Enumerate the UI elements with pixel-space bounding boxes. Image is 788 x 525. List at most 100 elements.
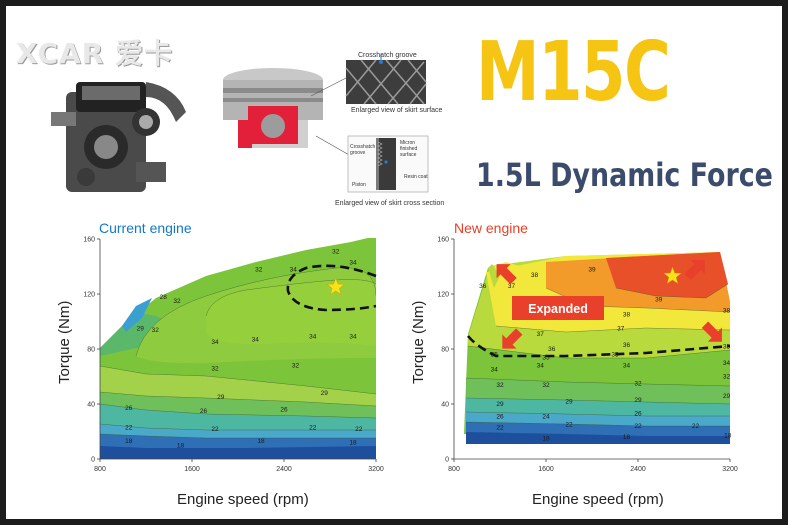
current-contour-label: 22 xyxy=(355,426,363,433)
current-contour-label: 34 xyxy=(349,259,357,266)
current-best-zone-outline xyxy=(286,264,377,312)
new-contour-label: 38 xyxy=(723,308,731,315)
new-y-tick-label: 0 xyxy=(445,457,449,464)
current-ylabel: Torque (Nm) xyxy=(26,263,73,384)
current-contour-label: 34 xyxy=(309,334,317,341)
new-y-tick-label: 40 xyxy=(441,402,449,409)
new-contour-label: 22 xyxy=(634,423,642,430)
label-piston: Piston xyxy=(352,182,366,188)
current-engine-contours xyxy=(100,238,376,459)
new-x-tick-label: 800 xyxy=(448,466,460,473)
current-contour-label: 18 xyxy=(257,438,265,445)
new-contour-label: 35 xyxy=(611,352,619,359)
new-contour-label: 32 xyxy=(723,374,731,381)
new-contour-label: 29 xyxy=(634,397,642,404)
piston-illustration xyxy=(223,68,323,148)
current-x-tick-label: 800 xyxy=(94,466,106,473)
new-contour-label: 32 xyxy=(542,382,550,389)
current-engine-contour-labels: 18 18 18 18 22 22 22 22 26 26 26 29 29 32 32 34 34 34 34 29… xyxy=(125,248,363,449)
new-contour-label: 38 xyxy=(623,312,631,319)
arrow-shape xyxy=(502,328,523,349)
current-engine-title: Current engine xyxy=(99,220,192,236)
current-contour-label: 29 xyxy=(321,390,329,397)
expanded-label-box xyxy=(512,296,604,320)
new-contour-label: 34 xyxy=(723,360,731,367)
current-contour-label: 18 xyxy=(177,442,185,449)
expansion-arrow-up-right xyxy=(684,260,705,281)
new-contour-label: 22 xyxy=(565,422,573,429)
new-contour-label: 26 xyxy=(496,413,504,420)
current-contour-label: 29 xyxy=(217,394,225,401)
label-crosshatch: Crosshatch groove xyxy=(350,144,376,156)
current-contour-label: 22 xyxy=(309,424,317,431)
current-contour-label: 26 xyxy=(200,408,208,415)
new-contour-label: 18 xyxy=(623,434,631,441)
current-contour-label: 26 xyxy=(125,405,133,412)
current-engine-axes: 800 1600 2400 3200 0 40 80 120 160 xyxy=(83,237,384,474)
new-engine-title: New engine xyxy=(454,220,528,236)
arrow-shape xyxy=(701,321,722,342)
arrow-shape xyxy=(684,260,705,281)
current-y-tick-label: 40 xyxy=(87,402,95,409)
new-y-tick-label: 120 xyxy=(437,292,449,299)
new-contour-label: 34 xyxy=(623,363,631,370)
current-contour-label: 26 xyxy=(280,407,288,414)
new-contour-label: 24 xyxy=(542,413,550,420)
current-engine-annotations xyxy=(326,277,345,295)
expansion-arrow-down-right xyxy=(701,321,722,342)
current-xlabel: Engine speed (rpm) xyxy=(177,491,309,508)
engine-illustration xyxy=(51,82,186,192)
current-contour-label: 32 xyxy=(173,298,181,305)
new-contour-label: 36 xyxy=(479,283,487,290)
label-micron: Micron finished surface xyxy=(400,140,418,158)
brand-watermark: XCAR 爱卡 xyxy=(16,32,186,72)
current-y-tick-label: 120 xyxy=(83,292,95,299)
page-subtitle: 1.5L Dynamic Force xyxy=(476,156,773,194)
new-engine-isolines xyxy=(465,283,730,427)
current-x-tick-label: 3200 xyxy=(368,466,384,473)
current-contour-label: 29 xyxy=(137,325,145,332)
new-contour-label: 39 xyxy=(588,266,596,273)
new-engine-axes: 800 1600 2400 3200 0 40 80 120 160 xyxy=(437,237,738,474)
current-contour-label: 22 xyxy=(211,426,219,433)
current-y-tick-label: 0 xyxy=(91,457,95,464)
new-contour-label: 29 xyxy=(723,393,731,400)
new-contour-label: 37 xyxy=(537,331,545,338)
new-best-efficiency-star xyxy=(663,266,682,284)
current-y-tick-label: 80 xyxy=(87,347,95,354)
new-contour-label: 18 xyxy=(542,435,550,442)
expansion-arrow-up-left xyxy=(496,264,517,285)
new-x-tick-label: 2400 xyxy=(630,466,646,473)
current-contour-label: 34 xyxy=(290,266,298,273)
new-y-tick-label: 160 xyxy=(437,237,449,244)
current-x-tick-label: 2400 xyxy=(276,466,292,473)
brand-watermark-text: XCAR 爱卡 xyxy=(16,37,174,70)
new-contour-label: 36 xyxy=(548,346,556,353)
current-contour-label: 18 xyxy=(349,440,357,447)
new-contour-label: 22 xyxy=(496,424,504,431)
page-title: M15C xyxy=(476,25,671,120)
new-ylabel-text: Torque (Nm) xyxy=(410,300,427,384)
new-y-tick-label: 80 xyxy=(441,347,449,354)
skirt-surface-callout: Crosshatch groove xyxy=(358,52,417,59)
new-xlabel: Engine speed (rpm) xyxy=(532,491,664,508)
new-ylabel: Torque (Nm) xyxy=(380,263,427,384)
expansion-arrow-down-left xyxy=(502,328,523,349)
cross-section-caption: Enlarged view of skirt cross section xyxy=(335,200,445,207)
new-contour-label: 34 xyxy=(537,363,545,370)
current-contour-label: 34 xyxy=(252,336,260,343)
new-contour-label: 36 xyxy=(623,342,631,349)
current-contour-label: 18 xyxy=(125,438,133,445)
new-contour-label: 29 xyxy=(496,401,504,408)
label-resin: Resin coat xyxy=(404,174,428,180)
skirt-cross-section xyxy=(347,135,429,193)
current-contour-label: 34 xyxy=(349,334,357,341)
skirt-surface-caption: Enlarged view of skirt surface xyxy=(351,107,443,114)
new-contour-label: 22 xyxy=(692,423,700,430)
new-x-tick-label: 1600 xyxy=(538,466,554,473)
infographic-frame: XCAR 爱卡 Crosshatch groove Enl xyxy=(6,6,782,519)
current-contour-label: 22 xyxy=(125,424,133,431)
new-engine-annotations: Expanded xyxy=(496,260,722,349)
new-contour-label: 35 xyxy=(491,352,499,359)
